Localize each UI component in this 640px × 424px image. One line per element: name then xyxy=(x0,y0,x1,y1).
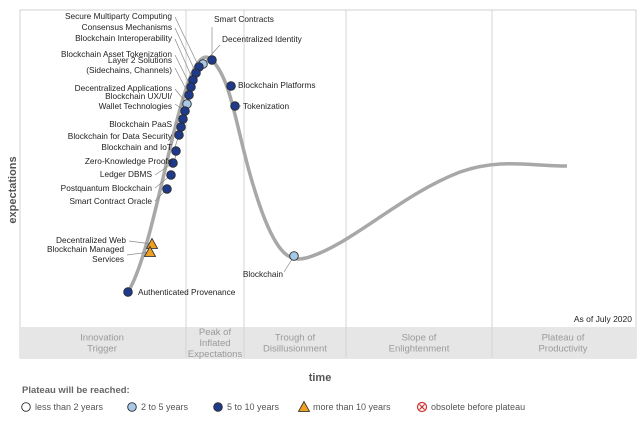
leader-blockchain-interoperability xyxy=(174,38,194,81)
legend-label-2to5: 2 to 5 years xyxy=(141,402,189,412)
phase-label-5: Productivity xyxy=(538,344,587,355)
phase-label-4: Slope of xyxy=(402,333,437,344)
leader-consensus-mechanisms xyxy=(174,27,197,74)
label-blockchain-managed-services: Blockchain Managed Services xyxy=(47,244,124,264)
marker-blockchain-asset-tokenization xyxy=(186,82,196,92)
marker-smart-contract-oracle xyxy=(162,184,172,194)
marker-ledger-dbms xyxy=(168,158,178,168)
marker-blockchain-platforms xyxy=(226,81,236,91)
marker-blockchain-paas xyxy=(178,114,188,124)
label-blockchain-and-iot: Blockchain and IoT xyxy=(101,142,172,152)
marker-postquantum-blockchain xyxy=(166,170,176,180)
phase-label-2: Peak of xyxy=(199,327,232,338)
label-layer-2-solutions-sidechains-channels: Layer 2 Solutions (Sidechains, Channels) xyxy=(86,55,172,75)
leader-decentralized-web xyxy=(128,240,153,245)
marker-blockchain-managed-services xyxy=(143,245,157,257)
marker-smart-contracts xyxy=(207,55,217,65)
marker-layer-2-solutions-sidechains-channels xyxy=(184,90,194,100)
label-tokenization: Tokenization xyxy=(243,101,290,111)
label-blockchain-interoperability: Blockchain Interoperability xyxy=(75,33,173,43)
label-blockchain: Blockchain xyxy=(243,269,284,279)
legend-label-lt2: less than 2 years xyxy=(35,402,104,412)
label-smart-contract-oracle: Smart Contract Oracle xyxy=(69,196,152,206)
legend-label-5to10: 5 to 10 years xyxy=(227,402,280,412)
label-zero-knowledge-proofs: Zero-Knowledge Proofs xyxy=(85,156,172,166)
phase-label-4: Enlightenment xyxy=(389,344,450,355)
label-decentralized-web: Decentralized Web xyxy=(56,235,126,245)
phase-label-1: Trigger xyxy=(87,344,117,355)
legend-marker-lt2 xyxy=(21,402,31,412)
label-blockchain-platforms: Blockchain Platforms xyxy=(238,80,315,90)
phase-label-2: Expectations xyxy=(188,349,243,360)
legend: less than 2 years 2 to 5 years 5 to 10 yea… xyxy=(21,400,525,413)
label-decentralized-identity: Decentralized Identity xyxy=(222,34,303,44)
y-axis-label: expectations xyxy=(7,156,19,223)
leader-layer-2-solutions-sidechains-channels xyxy=(174,67,190,96)
phase-dividers xyxy=(185,10,493,358)
legend-title: Plateau will be reached: xyxy=(22,385,130,396)
x-axis-label: time xyxy=(309,372,332,384)
plot-area xyxy=(19,9,637,359)
marker-tokenization xyxy=(230,101,240,111)
marker-decentralized-web xyxy=(145,237,159,249)
marker-zero-knowledge-proofs xyxy=(171,146,181,156)
marker-blockchain xyxy=(289,251,299,261)
label-consensus-mechanisms: Consensus Mechanisms xyxy=(82,22,172,32)
legend-marker-2to5 xyxy=(127,402,137,412)
label-blockchain-asset-tokenization: Blockchain Asset Tokenization xyxy=(61,49,172,59)
phase-label-1: Innovation xyxy=(80,333,124,344)
label-authenticated-provenance: Authenticated Provenance xyxy=(138,287,236,297)
marker-blockchain-for-data-security xyxy=(176,122,186,132)
as-of-note: As of July 2020 xyxy=(574,314,632,324)
phase-label-5: Plateau of xyxy=(542,333,585,344)
legend-marker-gt10 xyxy=(297,400,311,412)
phase-band xyxy=(20,327,636,358)
phase-label-3: Trough of xyxy=(275,333,316,344)
legend-label-gt10: more than 10 years xyxy=(313,402,391,412)
leader-blockchain-asset-tokenization xyxy=(174,54,192,88)
leader-secure-multiparty-computing xyxy=(174,16,200,68)
label-blockchain-ux-ui-wallet-technologies: Blockchain UX/UI/Wallet Technologies xyxy=(99,91,173,111)
label-ledger-dbms: Ledger DBMS xyxy=(100,169,153,179)
hype-curve xyxy=(126,55,568,293)
label-blockchain-paas: Blockchain PaaS xyxy=(109,119,172,129)
phase-label-3: Disillusionment xyxy=(263,344,327,355)
technology-markers xyxy=(123,55,299,297)
label-decentralized-applications: Decentralized Applications xyxy=(75,83,172,93)
legend-marker-obsolete xyxy=(416,401,428,413)
marker-blockchain-and-iot xyxy=(174,130,184,140)
marker-blockchain-ux-ui-wallet-technologies xyxy=(180,106,190,116)
label-secure-multiparty-computing: Secure Multiparty Computing xyxy=(65,11,172,21)
label-postquantum-blockchain: Postquantum Blockchain xyxy=(61,183,153,193)
technology-labels: Smart Contracts Decentralized Identity Sec… xyxy=(47,11,316,297)
legend-marker-5to10 xyxy=(213,402,223,412)
marker-authenticated-provenance xyxy=(123,287,133,297)
label-smart-contracts: Smart Contracts xyxy=(214,14,274,24)
legend-label-obsolete: obsolete before plateau xyxy=(431,402,525,412)
phase-label-2: Inflated xyxy=(199,338,230,349)
label-blockchain-for-data-security: Blockchain for Data Security xyxy=(68,131,173,141)
